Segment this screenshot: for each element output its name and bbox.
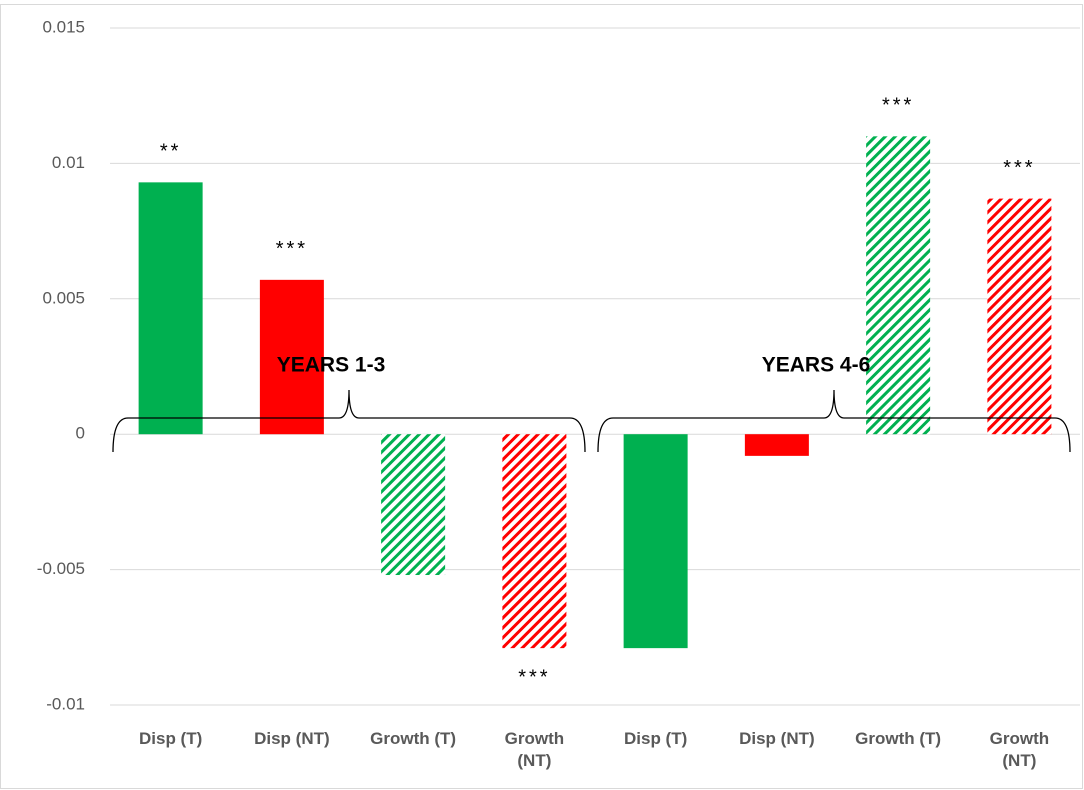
bar [623,434,688,649]
x-tick-label: Disp (T) [138,729,203,748]
y-tick-label: 0.005 [42,288,85,307]
group-brace [597,389,1071,453]
significance-label: *** [882,95,914,117]
y-tick-label: -0.01 [46,694,85,713]
frame [0,4,1083,789]
y-tick-label: 0.01 [52,153,85,172]
significance-label: *** [518,666,550,688]
group-brace [112,389,586,453]
bar [502,434,567,649]
bar [259,279,324,435]
group-label: YEARS 4-6 [762,354,871,377]
y-tick-label: 0.015 [42,17,85,36]
bar [744,434,809,456]
x-tick-label: Growth (NT) [504,729,565,770]
y-tick-label: 0 [76,424,85,443]
x-tick-label: Growth (T) [855,729,942,748]
x-tick-label: Disp (NT) [254,729,330,748]
x-tick-label: Growth (NT) [989,729,1050,770]
x-tick-label: Disp (T) [623,729,688,748]
bar [866,136,931,435]
significance-label: ** [160,141,182,163]
bar [138,182,203,435]
x-tick-label: Disp (NT) [739,729,815,748]
significance-label: *** [276,238,308,260]
significance-label: *** [1003,157,1035,179]
x-tick-label: Growth (T) [370,729,457,748]
group-label: YEARS 1-3 [277,354,386,377]
bar [987,198,1052,435]
bar [381,434,446,576]
y-tick-label: -0.005 [37,559,85,578]
